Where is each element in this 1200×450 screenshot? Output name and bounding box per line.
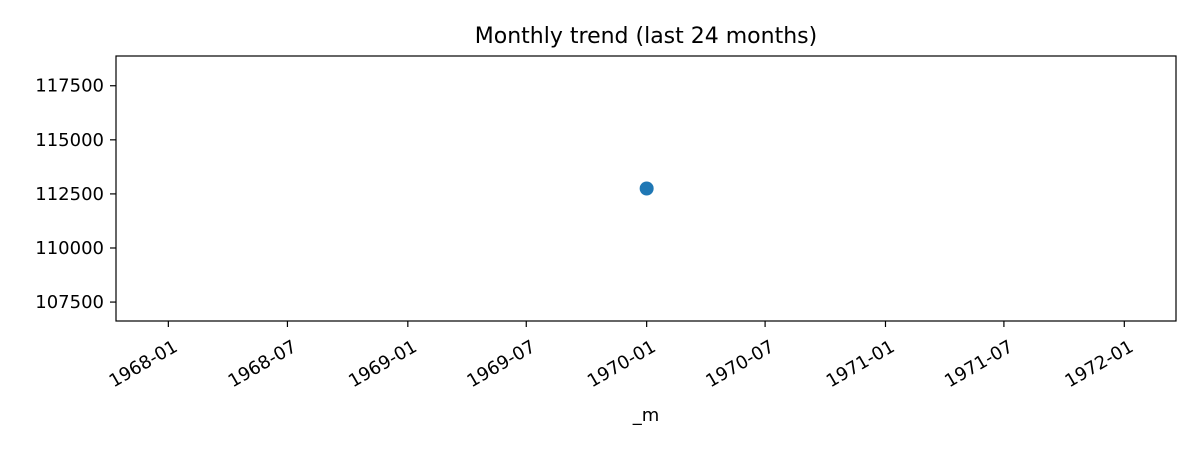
x-axis-label: _m: [632, 405, 660, 426]
x-tick-label: 1969-07: [464, 336, 540, 392]
x-tick-label: 1971-01: [823, 336, 899, 392]
y-tick-label: 107500: [35, 292, 104, 313]
x-tick-label: 1968-07: [225, 336, 301, 392]
y-tick-label: 112500: [35, 184, 104, 205]
x-tick-label: 1970-07: [702, 336, 778, 392]
y-tick-label: 117500: [35, 76, 104, 97]
y-axis: 107500 110000 112500 115000 117500: [35, 76, 116, 313]
data-point: [639, 181, 654, 196]
x-tick-label: 1969-01: [345, 336, 421, 392]
x-tick-label: 1971-07: [941, 336, 1017, 392]
x-tick-label: 1972-01: [1062, 336, 1138, 392]
chart-title: Monthly trend (last 24 months): [475, 24, 817, 49]
x-tick-label: 1970-01: [584, 336, 660, 392]
plot-frame: [115, 55, 1177, 322]
x-tick-label: 1968-01: [106, 336, 182, 392]
y-tick-label: 115000: [35, 130, 104, 151]
data-points: [639, 181, 654, 196]
x-axis: 1968-01 1968-07 1969-01 1969-07 1970-01 1970-…: [106, 321, 1138, 392]
y-tick-label: 110000: [35, 238, 104, 259]
